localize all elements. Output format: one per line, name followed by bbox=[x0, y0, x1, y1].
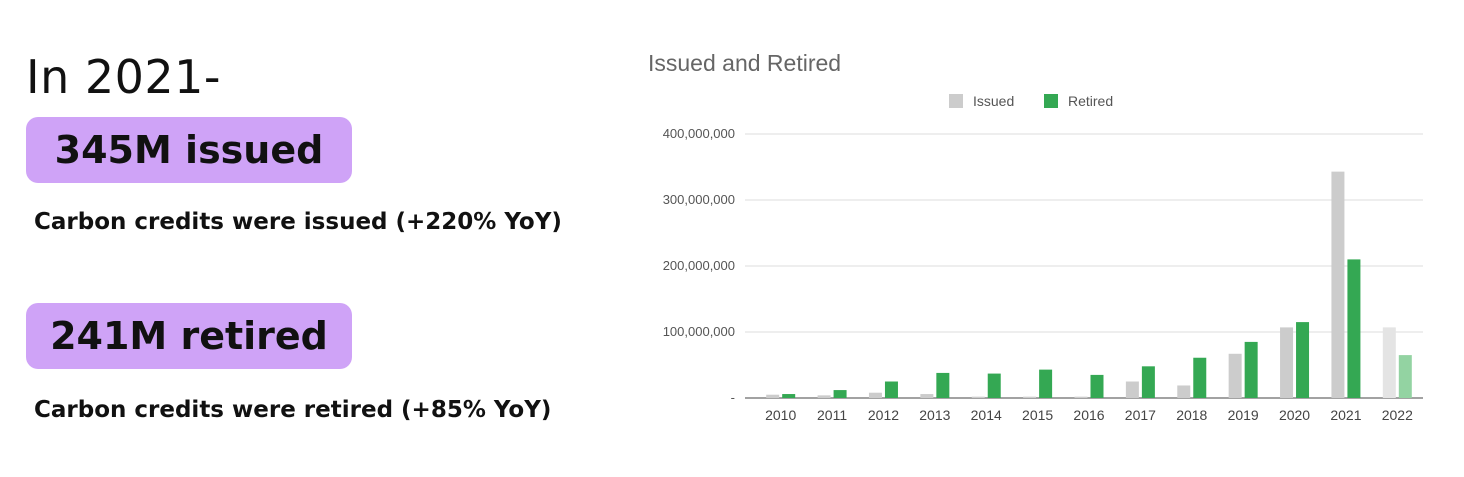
x-tick-label: 2011 bbox=[817, 407, 847, 423]
bar-retired-2013 bbox=[936, 372, 950, 398]
bar-issued-2014 bbox=[971, 396, 985, 398]
bar-retired-2018 bbox=[1193, 357, 1207, 398]
y-tick-label: 400,000,000 bbox=[663, 126, 735, 141]
bar-retired-2019 bbox=[1244, 341, 1258, 398]
bar-issued-2013 bbox=[920, 394, 934, 398]
x-tick-label: 2022 bbox=[1382, 407, 1413, 423]
chart-x-labels: 2010 2011 2012 2013 2014 2015 2016 2017 2018 2019… bbox=[765, 407, 1413, 423]
y-tick-label: 100,000,000 bbox=[663, 324, 735, 339]
y-tick-label: 300,000,000 bbox=[663, 192, 735, 207]
x-tick-label: 2010 bbox=[765, 407, 796, 423]
legend-swatch bbox=[1044, 94, 1058, 108]
x-tick-label: 2015 bbox=[1022, 407, 1053, 423]
summary-heading: In 2021- bbox=[26, 50, 222, 104]
x-tick-label: 2018 bbox=[1176, 407, 1207, 423]
bar-issued-2010 bbox=[766, 394, 780, 398]
legend-label: Retired bbox=[1068, 93, 1113, 109]
bar-retired-2016 bbox=[1090, 374, 1104, 398]
x-tick-label: 2021 bbox=[1330, 407, 1361, 423]
bar-issued-2015 bbox=[1023, 396, 1037, 398]
bar-issued-2020 bbox=[1280, 327, 1294, 398]
x-tick-label: 2013 bbox=[919, 407, 950, 423]
bar-issued-2011 bbox=[817, 395, 831, 398]
bar-retired-2012 bbox=[884, 381, 898, 398]
issued-note: Carbon credits were issued (+220% YoY) bbox=[34, 209, 562, 235]
bar-retired-2020 bbox=[1296, 322, 1310, 398]
bar-issued-2016 bbox=[1074, 396, 1088, 398]
legend-item-issued: Issued bbox=[949, 93, 1014, 109]
x-tick-label: 2014 bbox=[971, 407, 1002, 423]
bar-issued-2012 bbox=[868, 392, 882, 398]
bar-issued-2022 bbox=[1382, 327, 1396, 398]
legend-swatch bbox=[949, 94, 963, 108]
y-tick-label: 200,000,000 bbox=[663, 258, 735, 273]
chart-bars bbox=[766, 171, 1412, 398]
x-tick-label: 2017 bbox=[1125, 407, 1156, 423]
y-tick-label: - bbox=[731, 390, 735, 405]
x-tick-label: 2012 bbox=[868, 407, 899, 423]
bar-chart: - 100,000,000 200,000,000 300,000,000 400,00… bbox=[663, 93, 1423, 423]
bar-retired-2021 bbox=[1347, 259, 1361, 398]
bar-retired-2022 bbox=[1398, 355, 1412, 398]
x-tick-label: 2019 bbox=[1228, 407, 1259, 423]
x-tick-label: 2016 bbox=[1073, 407, 1104, 423]
chart-grid: - 100,000,000 200,000,000 300,000,000 400,00… bbox=[663, 126, 1423, 405]
bar-retired-2015 bbox=[1039, 369, 1053, 398]
retired-note: Carbon credits were retired (+85% YoY) bbox=[34, 397, 552, 423]
bar-issued-2021 bbox=[1331, 171, 1345, 398]
retired-badge: 241M retired bbox=[26, 303, 352, 369]
chart-legend: Issued Retired bbox=[949, 93, 1113, 109]
bar-retired-2011 bbox=[833, 390, 847, 398]
legend-item-retired: Retired bbox=[1044, 93, 1113, 109]
legend-label: Issued bbox=[973, 93, 1014, 109]
bar-issued-2017 bbox=[1125, 381, 1139, 398]
x-tick-label: 2020 bbox=[1279, 407, 1310, 423]
bar-issued-2018 bbox=[1177, 385, 1191, 398]
issued-badge: 345M issued bbox=[26, 117, 352, 183]
bar-retired-2014 bbox=[987, 373, 1001, 398]
chart-title: Issued and Retired bbox=[648, 50, 842, 76]
bar-issued-2019 bbox=[1228, 353, 1242, 398]
bar-retired-2010 bbox=[782, 394, 796, 398]
bar-retired-2017 bbox=[1141, 366, 1155, 398]
